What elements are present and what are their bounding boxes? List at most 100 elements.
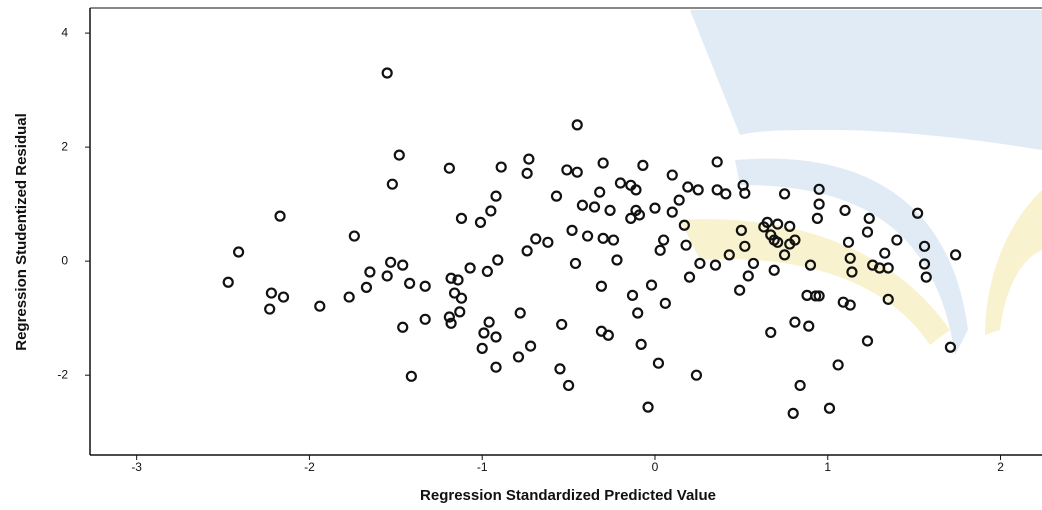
- point: [526, 342, 535, 351]
- point: [445, 164, 454, 173]
- point: [573, 120, 582, 129]
- point: [457, 294, 466, 303]
- point: [497, 163, 506, 172]
- point: [844, 238, 853, 247]
- point: [590, 202, 599, 211]
- point: [466, 263, 475, 272]
- point: [583, 232, 592, 241]
- point: [523, 169, 532, 178]
- point: [656, 246, 665, 255]
- point: [421, 315, 430, 324]
- x-tick-label: 1: [824, 460, 831, 474]
- x-tick-label: -2: [304, 460, 315, 474]
- point: [804, 322, 813, 331]
- point: [483, 267, 492, 276]
- point: [780, 189, 789, 198]
- point: [365, 267, 374, 276]
- point: [609, 236, 618, 245]
- point: [744, 271, 753, 280]
- point: [492, 363, 501, 372]
- point: [597, 282, 606, 291]
- point: [578, 201, 587, 210]
- point: [682, 241, 691, 250]
- point: [493, 256, 502, 265]
- point: [405, 279, 414, 288]
- point: [922, 273, 931, 282]
- point: [668, 208, 677, 217]
- point: [557, 320, 566, 329]
- point: [568, 226, 577, 235]
- point: [362, 283, 371, 292]
- point: [279, 293, 288, 302]
- point: [345, 293, 354, 302]
- point: [749, 259, 758, 268]
- point: [790, 318, 799, 327]
- point: [815, 200, 824, 209]
- point: [485, 318, 494, 327]
- point: [735, 286, 744, 295]
- point: [383, 68, 392, 77]
- point: [543, 238, 552, 247]
- x-tick-label: -3: [131, 460, 142, 474]
- point: [650, 204, 659, 213]
- point: [880, 249, 889, 258]
- point: [516, 309, 525, 318]
- point: [685, 273, 694, 282]
- point: [692, 371, 701, 380]
- x-tick-label: 2: [997, 460, 1004, 474]
- point: [599, 234, 608, 243]
- point: [421, 282, 430, 291]
- point: [770, 266, 779, 275]
- point: [388, 180, 397, 189]
- point: [661, 299, 670, 308]
- point: [407, 372, 416, 381]
- point: [946, 343, 955, 352]
- point: [616, 179, 625, 188]
- point: [478, 344, 487, 353]
- point: [398, 261, 407, 270]
- x-tick-label: -1: [477, 460, 488, 474]
- point: [834, 360, 843, 369]
- point: [766, 328, 775, 337]
- point: [457, 214, 466, 223]
- point: [892, 236, 901, 245]
- y-tick-label: 4: [61, 25, 68, 39]
- point: [398, 323, 407, 332]
- point: [713, 157, 722, 166]
- point: [523, 246, 532, 255]
- y-tick-label: 2: [61, 139, 68, 153]
- point: [386, 258, 395, 267]
- point: [633, 309, 642, 318]
- point: [668, 171, 677, 180]
- y-axis-label: Regression Studentized Residual: [13, 113, 30, 351]
- point: [479, 328, 488, 337]
- point: [711, 261, 720, 270]
- point: [531, 234, 540, 243]
- point: [492, 332, 501, 341]
- point: [638, 161, 647, 170]
- y-tick-label: 0: [61, 253, 68, 267]
- point: [599, 159, 608, 168]
- point: [683, 183, 692, 192]
- point: [552, 192, 561, 201]
- point: [644, 403, 653, 412]
- x-axis-label: Regression Standardized Predicted Value: [420, 487, 716, 504]
- point: [524, 155, 533, 164]
- x-tick-label: 0: [652, 460, 659, 474]
- point: [486, 206, 495, 215]
- point: [721, 189, 730, 198]
- point: [514, 352, 523, 361]
- point: [694, 185, 703, 194]
- point: [951, 250, 960, 259]
- point: [796, 381, 805, 390]
- point: [595, 188, 604, 197]
- point: [395, 151, 404, 160]
- point: [659, 236, 668, 245]
- point: [863, 336, 872, 345]
- point: [637, 340, 646, 349]
- point: [571, 259, 580, 268]
- point: [841, 206, 850, 215]
- point: [564, 381, 573, 390]
- point: [562, 165, 571, 174]
- point: [265, 305, 274, 314]
